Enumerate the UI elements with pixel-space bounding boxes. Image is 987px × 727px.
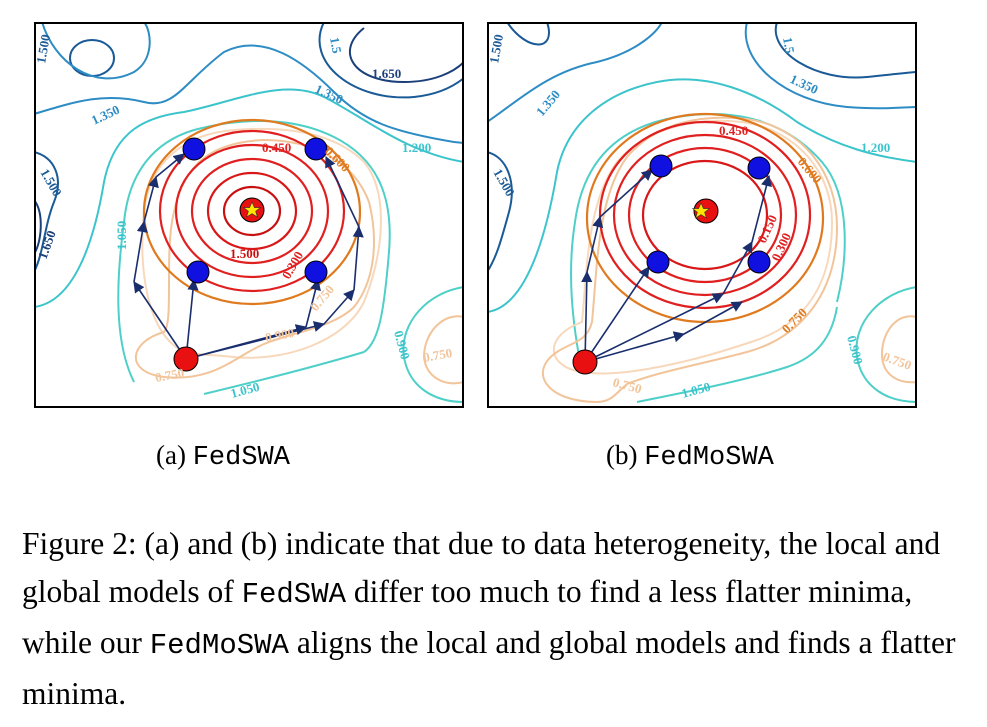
subcaption-a-method: FedSWA	[192, 443, 290, 473]
contour-plot-a: 1.500 1.350 1.650 1.500 1.650 1.350 1.05…	[34, 22, 464, 408]
subcaption-a-label: (a)	[156, 440, 186, 470]
global-model-start	[572, 349, 598, 375]
contour-top-left-1500	[506, 22, 550, 46]
contour-red-4	[641, 159, 769, 271]
contour-label: 1.200	[861, 140, 890, 155]
panel-b-fedmoswa-plot: 1.500 1.350 1.500 1.350 1.200 0.450 0.60…	[487, 22, 917, 408]
contour-0450	[598, 120, 812, 310]
local-model-node	[646, 250, 670, 274]
contour-right-0900	[402, 286, 464, 403]
subcaption-b: (b) FedMoSWA	[606, 440, 774, 473]
subcaption-b-label: (b)	[606, 440, 638, 470]
contour-top-right-1500	[318, 22, 464, 99]
local-model-node	[747, 250, 771, 274]
contour-bottom-1050	[636, 306, 838, 403]
contour-top-right-1500	[774, 22, 917, 79]
contour-0150	[627, 146, 783, 284]
panel-a-fedswa-plot: 1.500 1.350 1.650 1.500 1.650 1.350 1.05…	[34, 22, 464, 408]
contour-label: 0.900	[391, 329, 413, 361]
contour-0600	[142, 118, 362, 306]
caption-suffix: aligns the local and global models and f…	[22, 625, 956, 711]
subcaption-b-method: FedMoSWA	[644, 443, 774, 473]
local-model-node	[304, 260, 328, 284]
caption-method-fedswa: FedSWA	[241, 578, 347, 611]
optimum-star-icon	[691, 202, 711, 219]
contour-1200	[34, 88, 464, 308]
contour-top-right-1350	[744, 22, 917, 110]
contour-0450	[158, 129, 346, 293]
contour-0300	[174, 143, 330, 279]
caption-middle: differ too much to find a less flatter m…	[22, 574, 913, 660]
caption-method-fedmoswa: FedMoSWA	[149, 629, 289, 662]
contour-right-0750	[880, 315, 917, 384]
contour-0750	[541, 116, 839, 404]
contour-label: 1.500	[34, 33, 53, 64]
local-model-node	[182, 137, 206, 161]
contour-label: 0.900	[264, 325, 295, 345]
caption-prefix: Figure 2: (a) and (b) indicate that due …	[22, 526, 941, 609]
local-model-node	[304, 137, 328, 161]
contour-label: 0.750	[422, 345, 453, 365]
contour-label: 0.750	[611, 374, 643, 396]
global-model-start	[173, 346, 199, 372]
contour-right-0750	[422, 315, 464, 385]
contour-red-3	[190, 157, 314, 265]
contour-bottom-1050	[203, 351, 365, 395]
contour-1200	[487, 78, 917, 313]
local-model-node	[649, 154, 673, 178]
optimum-star-icon	[242, 201, 262, 218]
contour-red-4	[206, 171, 298, 251]
trajectory-arrows-a	[133, 153, 364, 360]
contour-left-1500	[34, 151, 59, 273]
contour-label: 1.5	[780, 36, 798, 55]
contour-label: 1.500	[487, 33, 506, 64]
contour-left-1500	[487, 151, 513, 273]
figure-caption: Figure 2: (a) and (b) indicate that due …	[22, 520, 972, 718]
contour-label: 0.450	[262, 140, 291, 155]
contour-label: 0.450	[719, 123, 748, 138]
contour-0900	[552, 119, 834, 375]
contour-red-5	[222, 185, 282, 237]
subcaption-a: (a) FedSWA	[156, 440, 290, 473]
contour-label: 0.750	[154, 365, 185, 385]
contour-plot-b: 1.500 1.350 1.500 1.350 1.200 0.450 0.60…	[487, 22, 917, 408]
contour-label: 1.5	[327, 36, 345, 55]
local-model-node	[186, 260, 210, 284]
contour-label: 1.050	[114, 221, 129, 250]
contour-left-1350	[34, 44, 464, 144]
contour-right-0900	[855, 286, 917, 403]
contour-label: 1.050	[229, 379, 261, 401]
contour-top-left-outer	[41, 22, 151, 80]
contour-top-left-1350	[487, 22, 663, 123]
contour-label: 1.200	[402, 140, 431, 155]
contour-label: 0.900	[844, 334, 866, 366]
contour-label: 1.650	[372, 66, 401, 81]
trajectory-arrows-b	[581, 169, 772, 363]
contour-label: 1.050	[680, 379, 712, 401]
local-model-node	[747, 156, 771, 180]
contour-label: 1.500	[230, 246, 259, 261]
contour-top-right-1650	[348, 27, 464, 84]
contour-0300	[612, 133, 798, 297]
